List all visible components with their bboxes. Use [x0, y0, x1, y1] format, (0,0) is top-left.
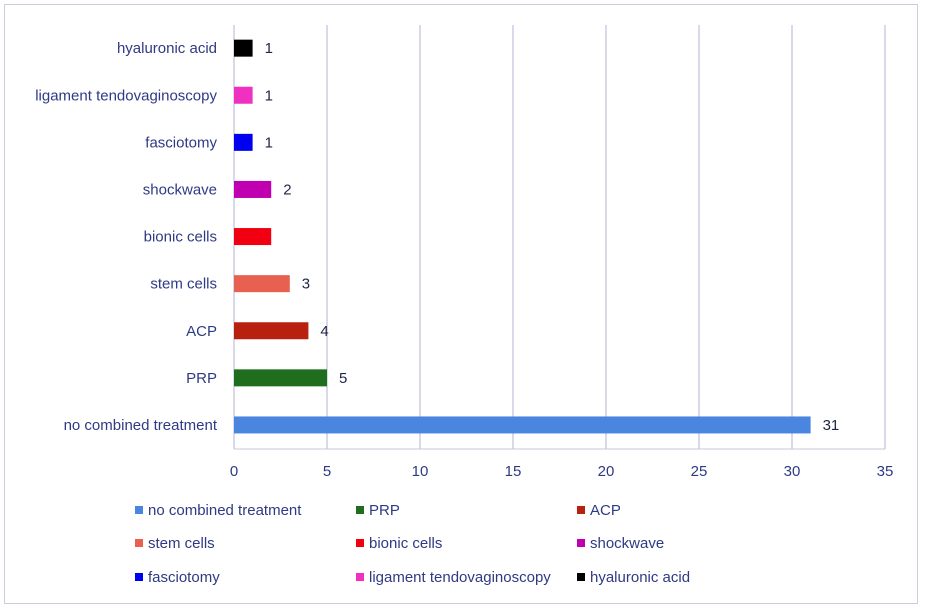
legend-swatch [356, 573, 364, 581]
x-tick-label: 10 [412, 463, 429, 480]
legend-label: stem cells [148, 535, 215, 552]
data-label: 31 [823, 417, 840, 434]
legend-swatch [577, 573, 585, 581]
category-labels: no combined treatment PRP ACP stem cells bio… [35, 40, 218, 434]
x-axis: 0 5 10 15 20 25 30 35 [230, 25, 894, 480]
x-tick-label: 5 [323, 463, 331, 480]
data-label: 1 [265, 134, 273, 151]
legend-label: ACP [590, 502, 621, 519]
data-label: 2 [283, 181, 291, 198]
gridlines [326, 25, 886, 449]
bar-PRP [234, 369, 327, 387]
bar-stem-cells [234, 275, 290, 293]
legend-swatch [356, 506, 364, 514]
legend-swatch [356, 539, 364, 547]
legend-label: bionic cells [369, 535, 442, 552]
bar-ACP [234, 322, 309, 340]
legend-label: hyaluronic acid [590, 569, 690, 586]
data-label: 3 [302, 276, 310, 293]
legend-label: PRP [369, 502, 400, 519]
legend-label: no combined treatment [148, 502, 302, 519]
category-label: ligament tendovaginoscopy [35, 87, 217, 104]
bar-ligament-tendovaginoscopy [234, 86, 253, 104]
x-tick-label: 25 [691, 463, 708, 480]
chart-frame [4, 4, 918, 604]
bar-shockwave [234, 180, 272, 198]
data-labels: 31 5 4 3 2 1 1 1 [265, 40, 840, 434]
x-tick-label: 30 [784, 463, 801, 480]
category-label: PRP [186, 370, 217, 387]
bar-hyaluronic-acid [234, 39, 253, 57]
bar-bionic-cells [234, 228, 272, 246]
data-label: 1 [265, 40, 273, 57]
category-label: fasciotomy [145, 134, 217, 151]
legend-swatch [135, 506, 143, 514]
category-label: no combined treatment [64, 417, 218, 434]
legend-swatch [577, 539, 585, 547]
legend-label: shockwave [590, 535, 664, 552]
legend-swatch [135, 573, 143, 581]
x-tick-label: 20 [598, 463, 615, 480]
data-label: 5 [339, 370, 347, 387]
bar-no-combined-treatment [234, 416, 811, 434]
category-label: shockwave [143, 181, 217, 198]
legend-swatch [577, 506, 585, 514]
legend-label: ligament tendovaginoscopy [369, 569, 551, 586]
x-tick-label: 15 [505, 463, 522, 480]
legend: no combined treatment PRP ACP stem cells bio… [135, 502, 690, 586]
category-label: stem cells [150, 276, 217, 293]
category-label: ACP [186, 323, 217, 340]
legend-swatch [135, 539, 143, 547]
data-label: 4 [320, 323, 328, 340]
bars [234, 39, 811, 434]
category-label: hyaluronic acid [117, 40, 217, 57]
category-label: bionic cells [144, 229, 217, 246]
legend-label: fasciotomy [148, 569, 220, 586]
bar-fasciotomy [234, 133, 253, 151]
x-tick-label: 0 [230, 463, 238, 480]
data-label: 1 [265, 87, 273, 104]
x-tick-label: 35 [877, 463, 894, 480]
